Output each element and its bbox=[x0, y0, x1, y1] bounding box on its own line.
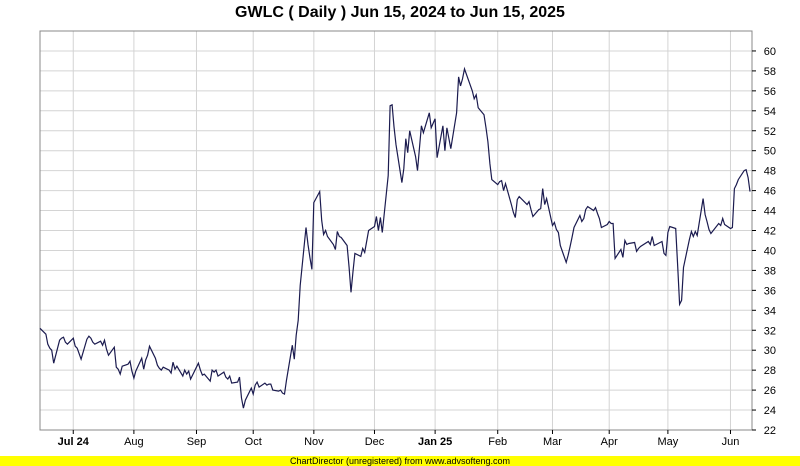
footer-bar bbox=[0, 456, 800, 466]
x-tick-label: Jun bbox=[722, 436, 740, 448]
y-tick-label: 32 bbox=[764, 325, 776, 337]
price-series-line bbox=[39, 66, 751, 409]
y-tick-label: 46 bbox=[764, 186, 776, 198]
y-tick-label: 40 bbox=[764, 245, 776, 257]
y-tick-label: 58 bbox=[764, 66, 776, 78]
x-tick-label: Aug bbox=[124, 436, 144, 448]
y-tick-label: 38 bbox=[764, 265, 776, 277]
grid bbox=[40, 31, 752, 431]
y-tick-label: 30 bbox=[764, 345, 776, 357]
y-tick-label: 44 bbox=[764, 206, 776, 218]
y-tick-label: 24 bbox=[764, 405, 776, 417]
y-tick-label: 36 bbox=[764, 285, 776, 297]
y-tick-label: 50 bbox=[764, 146, 776, 158]
x-tick-label: Nov bbox=[304, 436, 324, 448]
y-tick-label: 48 bbox=[764, 166, 776, 178]
y-axis: 22 24 26 28 30 32 34 36 38 40 42 44 46 48 50 52 54 56 58 60 bbox=[752, 46, 776, 437]
y-tick-label: 26 bbox=[764, 385, 776, 397]
x-tick-label: Oct bbox=[245, 436, 262, 448]
y-tick-label: 34 bbox=[764, 305, 776, 317]
y-tick-label: 60 bbox=[764, 46, 776, 58]
x-tick-label: Dec bbox=[365, 436, 385, 448]
x-tick-label: Jul 24 bbox=[58, 436, 90, 448]
footer-credit: ChartDirector (unregistered) from www.ad… bbox=[289, 456, 511, 466]
y-tick-label: 54 bbox=[764, 106, 776, 118]
x-tick-label: Feb bbox=[488, 436, 507, 448]
y-tick-label: 22 bbox=[764, 425, 776, 437]
x-tick-label: Mar bbox=[543, 436, 562, 448]
x-tick-label: Sep bbox=[187, 436, 207, 448]
x-tick-label: May bbox=[657, 436, 678, 448]
y-tick-label: 28 bbox=[764, 365, 776, 377]
x-tick-label: Apr bbox=[601, 436, 618, 448]
y-tick-label: 42 bbox=[764, 226, 776, 238]
y-tick-label: 56 bbox=[764, 86, 776, 98]
y-tick-label: 52 bbox=[764, 126, 776, 138]
x-tick-label: Jan 25 bbox=[418, 436, 452, 448]
chart-title: GWLC ( Daily ) Jun 15, 2024 to Jun 15, 2… bbox=[235, 4, 565, 21]
x-axis: Jul 24 Aug Sep Oct Nov Dec Jan 25 Feb Mar Apr May J… bbox=[58, 430, 740, 448]
